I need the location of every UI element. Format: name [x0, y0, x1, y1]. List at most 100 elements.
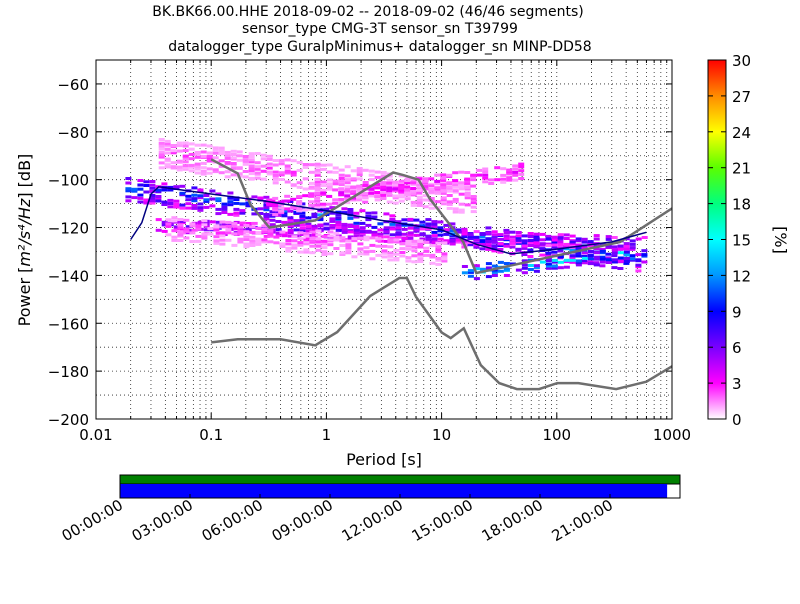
density-cell [326, 170, 333, 174]
density-cell [593, 261, 600, 265]
density-cell [209, 197, 216, 201]
density-cell [201, 219, 208, 223]
density-cell [164, 165, 171, 169]
density-cell [297, 241, 304, 245]
density-cell [293, 228, 300, 232]
density-cell [263, 205, 270, 209]
density-cell [131, 196, 138, 200]
density-cell [461, 239, 468, 243]
density-cell [137, 196, 144, 200]
density-cell [344, 181, 351, 185]
density-cell [206, 156, 213, 160]
density-cell [183, 236, 190, 240]
density-cell [488, 182, 495, 185]
density-cell [177, 230, 184, 234]
density-cell [333, 238, 340, 242]
density-cell [380, 191, 387, 195]
density-cell [375, 253, 382, 257]
density-cell [470, 205, 477, 209]
density-cell [417, 255, 424, 258]
density-cell [381, 244, 388, 248]
density-cell [315, 233, 322, 237]
density-cell [551, 250, 558, 254]
density-cell [195, 234, 202, 238]
density-cell [188, 157, 195, 161]
density-cell [332, 198, 339, 202]
density-cell [479, 243, 486, 246]
density-cell [452, 197, 459, 201]
density-cell [428, 197, 435, 200]
density-cell [161, 223, 168, 227]
density-cell [611, 236, 618, 239]
density-cell [338, 173, 345, 177]
density-cell [563, 237, 570, 240]
density-cell [605, 244, 612, 248]
density-cell [233, 198, 240, 201]
density-cell [137, 187, 144, 191]
density-cell [291, 239, 298, 243]
density-cell [359, 231, 366, 235]
density-cell [551, 258, 558, 262]
density-cell [266, 166, 273, 170]
density-cell [275, 220, 282, 223]
density-cell [297, 243, 304, 247]
density-cell [629, 247, 636, 251]
density-cell [335, 226, 342, 229]
density-cell [137, 200, 144, 204]
density-cell [419, 220, 426, 224]
density-cell [434, 190, 441, 194]
density-cell [455, 238, 462, 242]
density-cell [464, 186, 471, 190]
density-cell [263, 217, 270, 221]
density-cell [329, 224, 336, 227]
density-cell [431, 234, 438, 238]
density-cell [512, 170, 519, 174]
density-cell [434, 173, 441, 177]
density-cell [137, 193, 144, 197]
density-cell [182, 156, 189, 160]
density-cell [296, 195, 303, 199]
density-cell [473, 277, 480, 281]
density-cell [569, 242, 576, 246]
density-cell [617, 247, 624, 251]
density-cell [206, 167, 213, 171]
y-tick-label: −60 [57, 76, 89, 94]
density-cell [195, 227, 202, 231]
density-cell [308, 185, 315, 189]
density-cell [155, 218, 162, 222]
density-cell [284, 158, 291, 162]
density-cell [149, 189, 156, 193]
density-cell [203, 198, 210, 202]
density-cell [335, 223, 342, 227]
density-cell [326, 202, 333, 206]
density-cell [452, 185, 459, 189]
density-cell [195, 239, 202, 243]
density-cell [446, 202, 453, 206]
density-cell [545, 264, 552, 268]
density-cell [497, 244, 504, 247]
density-cell [575, 239, 582, 243]
density-cell [212, 146, 219, 150]
density-cell [386, 192, 393, 196]
density-cell [191, 197, 198, 201]
density-cell [188, 165, 195, 169]
density-cell [440, 183, 447, 187]
density-cell [440, 202, 447, 206]
density-cell [332, 182, 339, 186]
density-cell [227, 212, 234, 216]
density-cell [551, 266, 558, 270]
density-cell [170, 161, 177, 165]
density-cell [557, 260, 564, 264]
density-cell [422, 205, 429, 209]
density-cell [512, 167, 519, 171]
density-cell [314, 186, 321, 190]
density-cell [446, 200, 453, 204]
density-cell [149, 196, 156, 200]
density-cell [339, 251, 346, 255]
density-cell [485, 226, 492, 230]
density-cell [429, 261, 436, 265]
density-cell [269, 218, 276, 222]
density-cell [315, 229, 322, 233]
density-cell [393, 252, 400, 256]
colorbar: 0 3 6 9 12 15 18 21 24 27 30 [%] [707, 52, 790, 429]
